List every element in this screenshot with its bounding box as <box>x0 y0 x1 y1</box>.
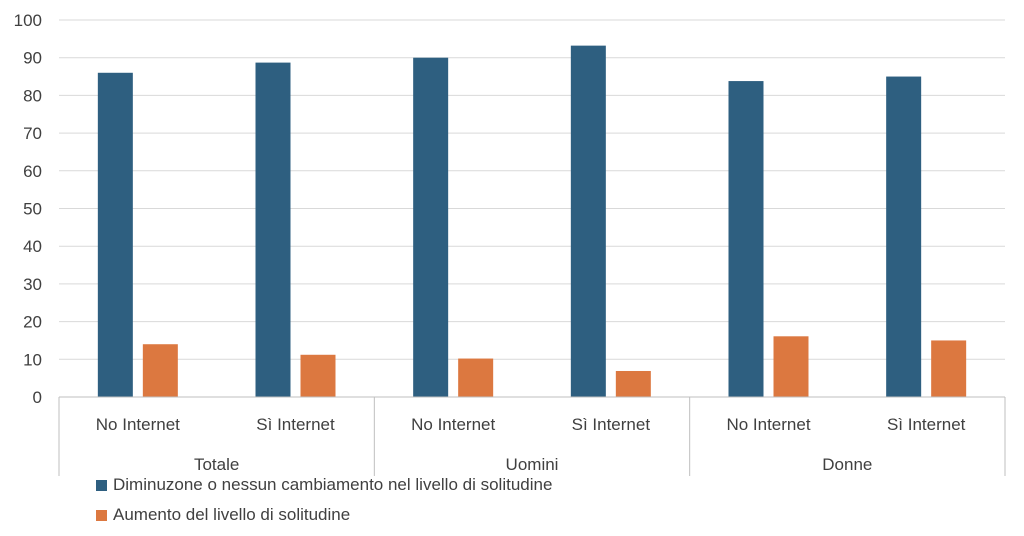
x-category-label: Sì Internet <box>256 415 335 434</box>
y-axis-labels: 0 10 20 30 40 50 60 70 80 90 100 <box>14 11 42 407</box>
legend-label-series-1: Diminuzone o nessun cambiamento nel live… <box>113 475 553 494</box>
legend: Diminuzone o nessun cambiamento nel live… <box>96 470 552 530</box>
legend-swatch-series-1 <box>96 479 107 491</box>
gridlines <box>59 19 1005 360</box>
legend-swatch-series-2 <box>96 509 107 521</box>
legend-item-series-2: Aumento del livello di solitudine <box>96 500 552 530</box>
x-category-label: Sì Internet <box>887 415 966 434</box>
y-tick-label: 70 <box>23 124 42 143</box>
y-tick-label: 50 <box>23 200 42 219</box>
bar-series-2 <box>931 340 967 397</box>
y-tick-label: 0 <box>33 388 42 407</box>
y-tick-label: 20 <box>23 313 42 332</box>
x-category-label: No Internet <box>96 415 180 434</box>
x-group-label: Donne <box>822 455 872 474</box>
bar-series-2 <box>773 336 809 397</box>
bar-series-2 <box>458 358 494 397</box>
x-category-label: No Internet <box>726 415 810 434</box>
x-axis: No Internet Sì Internet No Internet Sì Inte… <box>58 396 1006 476</box>
bar-series-2 <box>142 344 178 397</box>
y-tick-label: 60 <box>23 162 42 181</box>
bar-series-1 <box>255 62 291 397</box>
y-tick-label: 40 <box>23 237 42 256</box>
legend-item-series-1: Diminuzone o nessun cambiamento nel live… <box>96 470 552 500</box>
bar-series-1 <box>886 76 922 398</box>
bar-series-1 <box>728 81 764 397</box>
y-tick-label: 30 <box>23 275 42 294</box>
bar-series-1 <box>570 45 606 398</box>
x-category-label: Sì Internet <box>572 415 651 434</box>
x-group-label: Totale <box>194 455 239 474</box>
y-tick-label: 80 <box>23 86 42 105</box>
x-category-label: No Internet <box>411 415 495 434</box>
y-tick-label: 10 <box>23 350 42 369</box>
bar-series-2 <box>300 354 336 397</box>
bar-series-1 <box>97 72 133 397</box>
bar-series-1 <box>413 57 449 397</box>
legend-label-series-2: Aumento del livello di solitudine <box>113 505 351 524</box>
y-tick-label: 100 <box>14 11 42 30</box>
x-group-label: Uomini <box>506 455 559 474</box>
bars <box>97 45 967 398</box>
y-tick-label: 90 <box>23 49 42 68</box>
bar-series-2 <box>615 370 651 397</box>
